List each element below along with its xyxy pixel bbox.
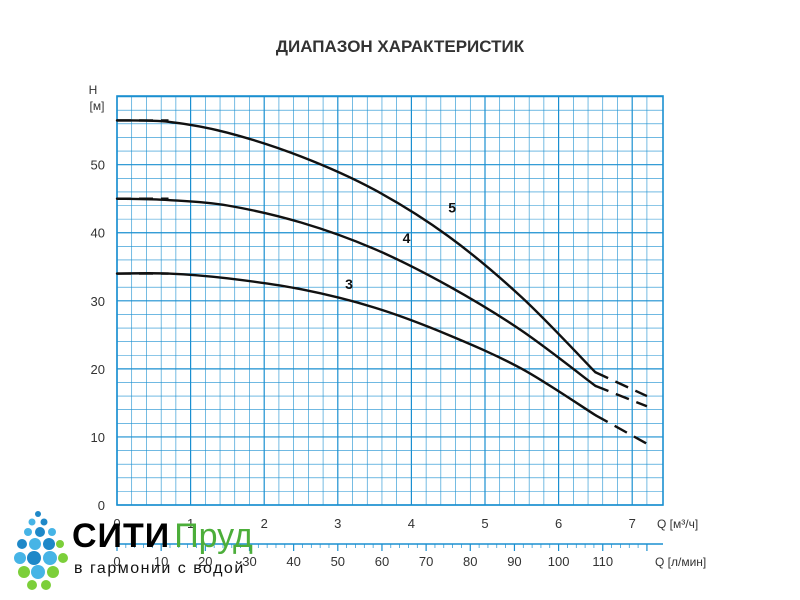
x-tick-label: 5 [481, 516, 488, 531]
x2-tick-label: 0 [113, 554, 120, 569]
x2-tick-label: 100 [548, 554, 570, 569]
y-tick-label: 10 [91, 430, 105, 445]
curve-4-dashed-end [594, 384, 648, 408]
chart-grid [116, 95, 664, 506]
x2-tick-label: 20 [198, 554, 212, 569]
y-axis-unit: [м] [90, 99, 105, 113]
curve-label-4: 4 [403, 230, 411, 246]
logo-name-part2: Пруд [174, 517, 253, 555]
x2-tick-label: 40 [286, 554, 300, 569]
logo-slogan: в гармонии с водой [74, 560, 245, 577]
y-axis-label: H [89, 83, 98, 97]
x2-axis-label: Q [л/мин] [655, 555, 706, 569]
x2-tick-label: 80 [463, 554, 477, 569]
x-axis-label: Q [м³/ч] [657, 517, 698, 531]
chart-labels: 5 4 3 [345, 199, 456, 292]
curve-4 [115, 197, 597, 388]
plot-frame [116, 95, 664, 506]
company-logo: СИТИ Пруд в гармонии с водой [8, 508, 298, 598]
curve-label-3: 3 [345, 276, 353, 292]
chart-axes: 0 10 20 30 40 50 H [м] 0 1 2 3 4 5 6 7 Q [м³/ч] 0 10 20 30 40… [89, 83, 707, 569]
curve-3 [115, 272, 597, 417]
y-tick-label: 20 [91, 362, 105, 377]
y-tick-label: 50 [91, 158, 105, 173]
curve-5-dashed-end [594, 371, 648, 398]
curve-5 [115, 119, 597, 374]
x-tick-label: 7 [629, 516, 636, 531]
y-tick-label: 0 [98, 498, 105, 513]
chart-curves [115, 119, 648, 445]
y-tick-label: 40 [91, 226, 105, 241]
x2-tick-label: 70 [419, 554, 433, 569]
x-tick-label: 2 [261, 516, 268, 531]
logo-name: СИТИ Пруд [72, 516, 253, 556]
x2-tick-label: 60 [375, 554, 389, 569]
curve-label-5: 5 [448, 199, 456, 215]
x-tick-label: 3 [334, 516, 341, 531]
x-tick-label: 4 [408, 516, 415, 531]
x-tick-label: 0 [113, 516, 120, 531]
x2-tick-label: 10 [154, 554, 168, 569]
x-tick-label: 1 [187, 516, 194, 531]
y-tick-label: 30 [91, 294, 105, 309]
water-drops-icon [14, 511, 68, 590]
chart-title: ДИАПАЗОН ХАРАКТЕРИСТИК [276, 37, 525, 56]
curve-3-dashed-end [594, 414, 648, 445]
x2-tick-label: 110 [592, 554, 613, 569]
x2-tick-label: 90 [507, 554, 521, 569]
x2-tick-label: 30 [242, 554, 256, 569]
logo-name-part1: СИТИ [72, 517, 171, 555]
x2-tick-label: 50 [331, 554, 345, 569]
x-tick-label: 6 [555, 516, 562, 531]
